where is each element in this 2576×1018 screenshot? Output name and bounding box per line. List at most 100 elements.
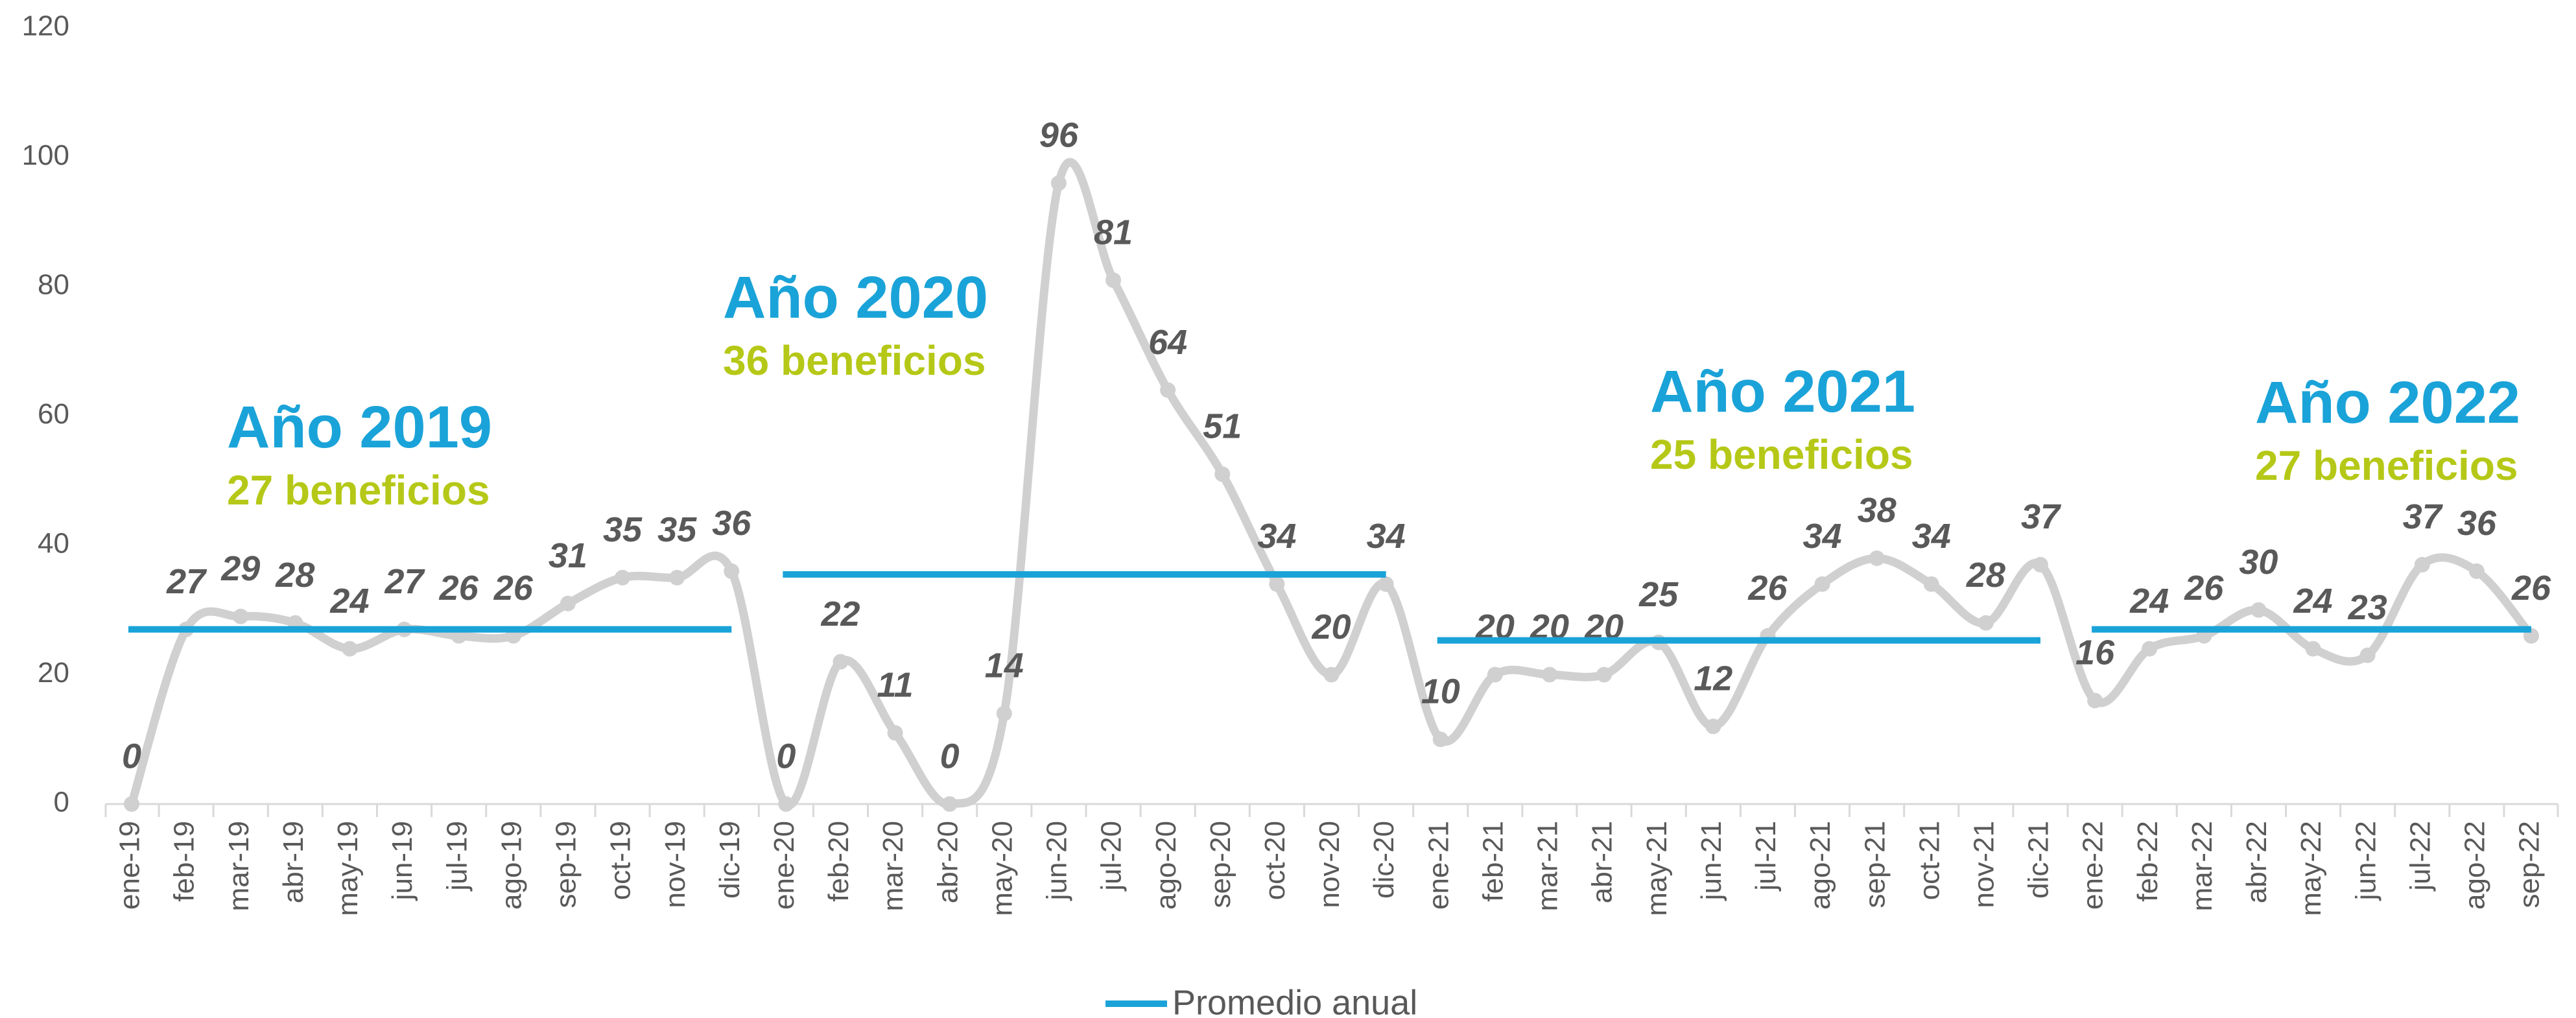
- x-tick-label: nov-19: [659, 821, 691, 908]
- y-tick-label: 100: [22, 139, 69, 171]
- data-label: 35: [657, 510, 697, 549]
- data-label: 26: [439, 569, 479, 608]
- data-label: 23: [2348, 588, 2387, 627]
- data-point: [2251, 602, 2267, 618]
- data-label: 37: [2021, 497, 2062, 536]
- y-tick-label: 80: [38, 269, 69, 301]
- x-tick-label: jul-19: [441, 821, 473, 892]
- data-label: 14: [985, 646, 1024, 685]
- data-label: 34: [1912, 517, 1951, 556]
- data-point: [233, 608, 249, 624]
- data-label: 51: [1203, 407, 1242, 446]
- x-tick-label: ago-20: [1150, 821, 1182, 910]
- x-tick-label: oct-20: [1259, 821, 1291, 900]
- legend-label: Promedio anual: [1172, 983, 1417, 1018]
- data-label: 24: [329, 582, 369, 621]
- x-tick-label: mar-22: [2186, 821, 2218, 911]
- y-tick-label: 120: [22, 10, 69, 42]
- x-tick-label: mar-19: [223, 821, 255, 911]
- x-tick-label: jun-20: [1041, 821, 1073, 901]
- data-label: 12: [1694, 659, 1732, 698]
- data-point: [1323, 667, 1340, 683]
- x-tick-label: jul-21: [1750, 821, 1782, 892]
- data-label: 31: [549, 536, 587, 575]
- data-label: 26: [2184, 569, 2224, 608]
- data-label: 16: [2075, 633, 2115, 672]
- data-label: 24: [2293, 582, 2333, 621]
- data-label: 11: [877, 666, 914, 705]
- x-tick-label: jun-21: [1696, 821, 1727, 901]
- x-tick-label: abr-22: [2241, 821, 2273, 903]
- data-label: 26: [1747, 569, 1788, 608]
- data-point: [124, 796, 139, 812]
- data-line: [127, 158, 2535, 810]
- data-point: [1432, 731, 1448, 748]
- data-point: [1050, 175, 1067, 191]
- data-point: [560, 595, 576, 611]
- x-tick-label: abr-21: [1587, 821, 1618, 903]
- data-label: 30: [2239, 543, 2278, 582]
- annotation-title: Año 2020: [723, 265, 988, 331]
- x-tick-label: sep-19: [550, 821, 582, 908]
- data-label: 34: [1367, 517, 1406, 556]
- y-tick-label: 40: [38, 528, 69, 560]
- x-tick-label: dic-20: [1368, 821, 1400, 899]
- x-tick-label: feb-22: [2132, 821, 2164, 902]
- data-point: [1869, 550, 1885, 566]
- data-label: 34: [1257, 517, 1296, 556]
- annotation-text: 27 beneficios: [2255, 442, 2518, 489]
- x-tick-label: nov-20: [1314, 821, 1345, 908]
- data-label: 37: [2403, 497, 2444, 536]
- annotation-title: Año 2022: [2255, 370, 2520, 436]
- x-tick-label: oct-19: [605, 821, 637, 900]
- data-label: 20: [1311, 608, 1351, 646]
- data-label: 10: [1421, 672, 1460, 711]
- x-tick-label: ene-21: [1423, 821, 1454, 910]
- data-point: [1541, 667, 1557, 683]
- data-point: [669, 569, 685, 586]
- data-point: [2414, 556, 2430, 573]
- x-tick-label: jun-19: [386, 821, 418, 901]
- x-tick-label: may-22: [2295, 821, 2327, 916]
- data-label: 0: [776, 737, 796, 775]
- data-point: [941, 796, 958, 812]
- data-point: [1978, 615, 1994, 631]
- annotation-title: Año 2019: [227, 394, 492, 460]
- data-point: [1705, 718, 1721, 735]
- x-tick-label: jul-22: [2404, 821, 2436, 892]
- data-point: [1923, 576, 1939, 592]
- data-label: 35: [603, 510, 643, 549]
- data-point: [2032, 556, 2048, 573]
- x-tick-label: ago-19: [495, 821, 527, 910]
- data-label: 27: [166, 562, 207, 601]
- x-tick-label: feb-21: [1477, 821, 1509, 902]
- data-point: [2142, 641, 2158, 657]
- data-point: [1814, 576, 1830, 592]
- data-point: [2468, 563, 2485, 579]
- x-tick-label: jun-22: [2350, 821, 2381, 901]
- x-tick-label: oct-21: [1913, 821, 1945, 900]
- annotation-text: 25 beneficios: [1650, 431, 1913, 478]
- data-point: [615, 569, 631, 586]
- data-point: [2087, 692, 2103, 709]
- data-label: 26: [2511, 569, 2551, 608]
- data-label: 27: [384, 562, 426, 601]
- x-tick-label: may-21: [1641, 821, 1673, 916]
- annotation-text: 36 beneficios: [723, 337, 986, 384]
- x-tick-label: may-19: [332, 821, 364, 916]
- data-label: 25: [1638, 575, 1679, 614]
- x-tick-label: mar-20: [877, 821, 909, 911]
- x-tick-label: ene-22: [2077, 821, 2109, 910]
- x-tick-label: dic-19: [714, 821, 746, 899]
- data-label: 26: [493, 569, 534, 608]
- data-label: 29: [220, 549, 260, 588]
- x-tick-label: sep-20: [1205, 821, 1236, 908]
- x-tick-label: sep-21: [1859, 821, 1891, 908]
- y-tick-label: 60: [38, 398, 69, 430]
- x-tick-label: abr-19: [278, 821, 309, 903]
- x-tick-label: ago-21: [1804, 821, 1836, 910]
- data-label: 0: [122, 737, 141, 775]
- data-label: 36: [2457, 504, 2497, 543]
- data-label: 36: [712, 504, 751, 543]
